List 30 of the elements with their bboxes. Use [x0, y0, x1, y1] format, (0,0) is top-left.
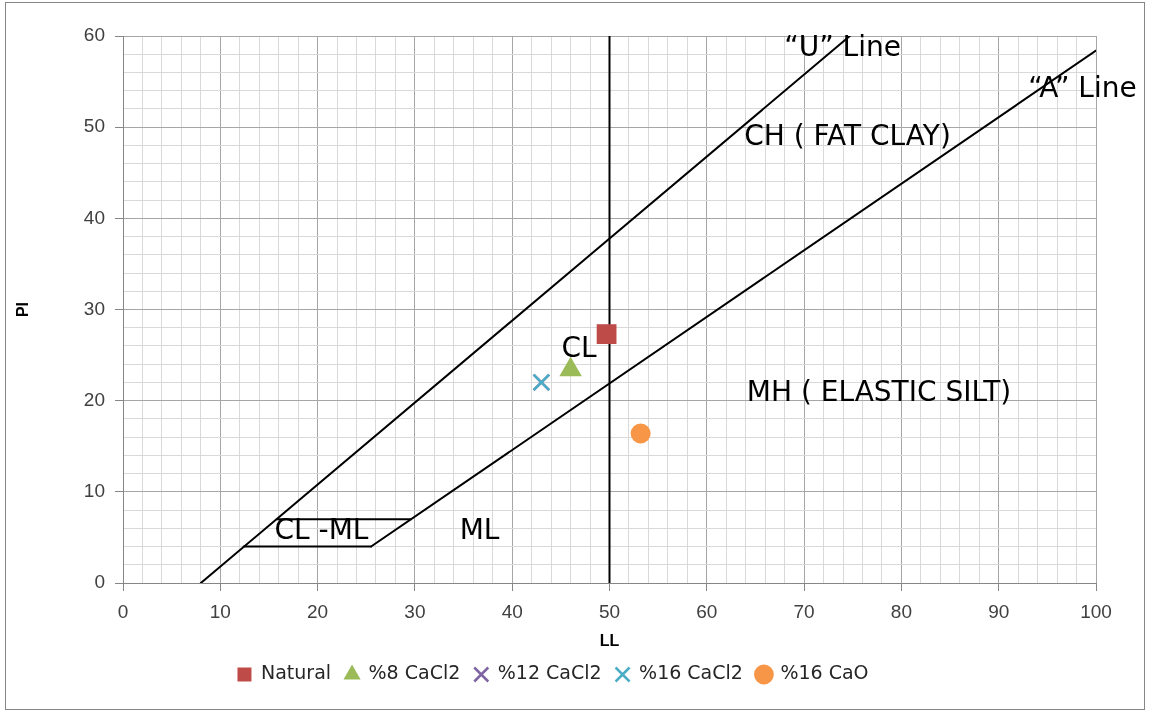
y-tick-label: 30	[83, 297, 105, 319]
x-tick-label: 90	[988, 600, 1010, 622]
x-tick-label: 70	[793, 600, 815, 622]
legend-label: %8 CaCl2	[368, 661, 461, 684]
x-tick-label: 20	[307, 600, 329, 622]
annotation: ML	[459, 513, 500, 547]
annotation: CH ( FAT CLAY)	[744, 119, 951, 153]
y-tick-label: 40	[83, 206, 105, 228]
legend-label: Natural	[260, 661, 332, 684]
x-tick-label: 40	[501, 600, 523, 622]
legend-label: %12 CaCl2	[497, 661, 602, 684]
x-tick-label: 50	[598, 600, 621, 622]
y-tick-label: 50	[83, 115, 105, 137]
annotation: CL	[561, 330, 598, 364]
y-tick-label: 20	[83, 388, 105, 410]
y-tick-label: 60	[83, 24, 105, 46]
y-axis-title: PI	[14, 301, 32, 318]
annotation: MH ( ELASTIC SILT)	[746, 374, 1012, 408]
x-tick-label: 30	[404, 600, 426, 622]
x-tick-label: 60	[696, 600, 718, 622]
y-tick-label: 10	[83, 480, 105, 502]
x-tick-label: 0	[117, 600, 129, 622]
x-axis-title: LL	[599, 631, 620, 649]
legend-label: %16 CaO	[780, 661, 869, 684]
x-tick-label: 80	[890, 600, 912, 622]
x-tick-label: 100	[1080, 600, 1112, 622]
annotation: “U” Line	[784, 29, 901, 63]
legend-label: %16 CaCl2	[639, 661, 743, 684]
y-tick-label: 0	[94, 571, 105, 593]
x-tick-label: 10	[209, 600, 231, 622]
